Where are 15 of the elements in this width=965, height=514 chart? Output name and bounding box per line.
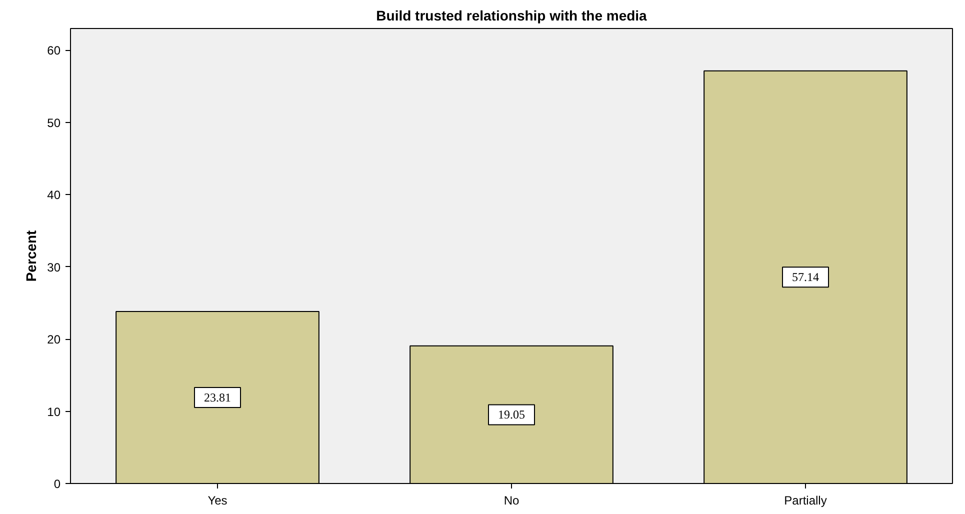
chart-title: Build trusted relationship with the media: [376, 8, 648, 24]
y-axis-title: Percent: [23, 230, 40, 282]
data-label: 23.81: [204, 390, 231, 405]
y-tick-label: 0: [54, 477, 61, 491]
x-tick-label: Yes: [208, 494, 228, 508]
y-tick-label: 30: [47, 260, 61, 274]
data-label: 19.05: [498, 408, 525, 422]
x-tick-label: No: [504, 494, 520, 508]
y-tick-label: 50: [47, 116, 61, 130]
y-tick-label: 60: [47, 44, 61, 58]
y-tick-label: 20: [47, 332, 61, 347]
y-tick-label: 40: [47, 188, 61, 202]
data-label: 57.14: [792, 270, 819, 284]
y-tick-label: 10: [47, 404, 61, 419]
x-tick-label: Partially: [784, 494, 827, 508]
